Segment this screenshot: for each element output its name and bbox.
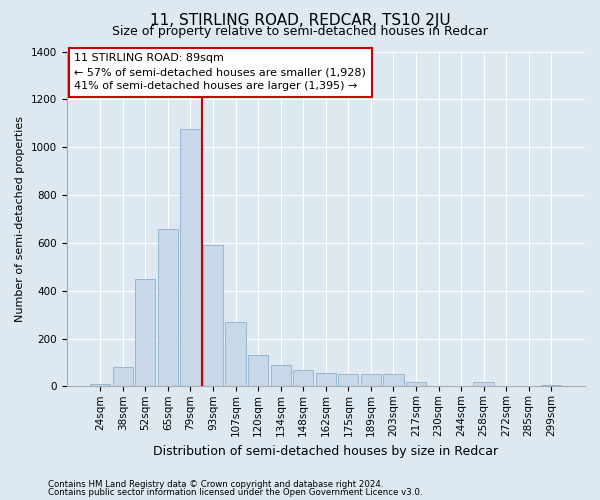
Bar: [473, 382, 494, 386]
Text: Contains public sector information licensed under the Open Government Licence v3: Contains public sector information licen…: [48, 488, 422, 497]
Bar: [158, 228, 178, 386]
Text: 11, STIRLING ROAD, REDCAR, TS10 2JU: 11, STIRLING ROAD, REDCAR, TS10 2JU: [149, 12, 451, 28]
Text: Contains HM Land Registry data © Crown copyright and database right 2024.: Contains HM Land Registry data © Crown c…: [48, 480, 383, 489]
Bar: [541, 385, 562, 386]
Bar: [361, 374, 381, 386]
Bar: [181, 129, 200, 386]
Bar: [135, 279, 155, 386]
Bar: [226, 322, 246, 386]
Bar: [203, 246, 223, 386]
Bar: [113, 368, 133, 386]
Text: 11 STIRLING ROAD: 89sqm
← 57% of semi-detached houses are smaller (1,928)
41% of: 11 STIRLING ROAD: 89sqm ← 57% of semi-de…: [74, 53, 366, 91]
X-axis label: Distribution of semi-detached houses by size in Redcar: Distribution of semi-detached houses by …: [153, 444, 499, 458]
Bar: [271, 365, 291, 386]
Bar: [293, 370, 313, 386]
Bar: [383, 374, 404, 386]
Bar: [338, 374, 358, 386]
Bar: [248, 356, 268, 386]
Bar: [406, 382, 426, 386]
Bar: [316, 373, 336, 386]
Y-axis label: Number of semi-detached properties: Number of semi-detached properties: [15, 116, 25, 322]
Bar: [90, 384, 110, 386]
Text: Size of property relative to semi-detached houses in Redcar: Size of property relative to semi-detach…: [112, 25, 488, 38]
